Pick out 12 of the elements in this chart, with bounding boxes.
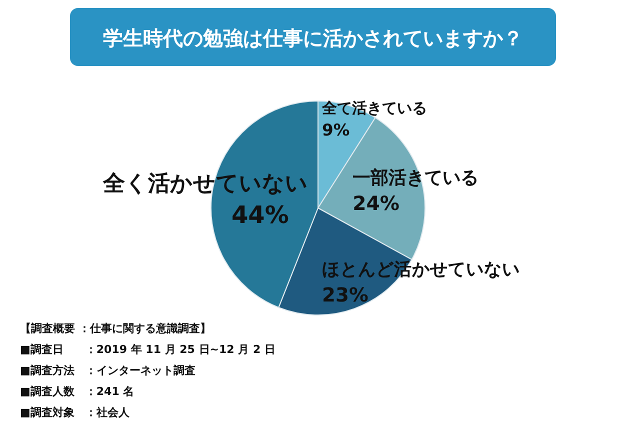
text: ■調査方法 ：インターネット調査 xyxy=(20,364,196,377)
text: ■調査日 ：2019 年 11 月 25 日~12 月 2 日 xyxy=(20,343,276,356)
slice-label: 一部活きている xyxy=(352,168,479,188)
text: ■調査対象 ：社会人 xyxy=(20,406,130,419)
text: ■調査人数 ：241 名 xyxy=(20,385,134,398)
text: 【調査概要 ：仕事に関する意識調査】 xyxy=(20,322,211,335)
data-label: 44% xyxy=(232,201,289,230)
chart-title: 学生時代の勉強は仕事に活かされていますか？ xyxy=(103,26,523,50)
slice-label: 全て活きている xyxy=(321,100,427,118)
data-label: 23% xyxy=(322,284,368,307)
data-label: 24% xyxy=(352,192,400,216)
data-label: 9% xyxy=(322,120,350,140)
